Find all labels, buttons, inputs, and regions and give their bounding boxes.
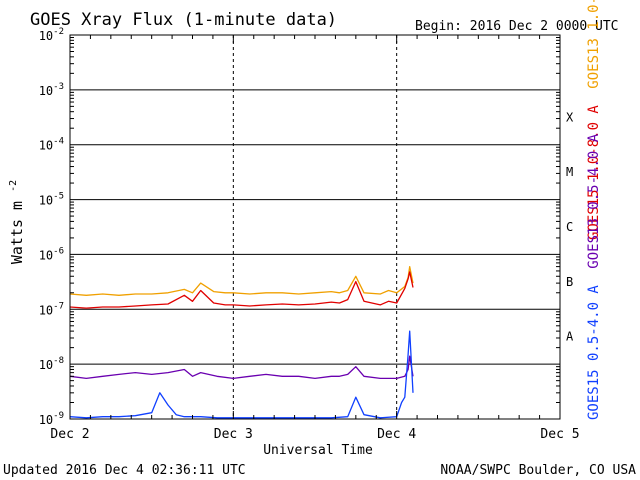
y-tick-exp: -6	[53, 246, 64, 256]
series-goes15-0-5-4-0-a	[69, 330, 414, 419]
y-tick-base: 10	[39, 303, 53, 317]
credit-text: NOAA/SWPC Boulder, CO USA	[440, 463, 636, 478]
y-tick-label: 10-9	[39, 411, 64, 427]
y-tick-exp: -5	[53, 192, 64, 202]
y-tick-base: 10	[39, 358, 53, 372]
y-tick-exp: -7	[53, 301, 64, 311]
y-tick-exp: -3	[53, 82, 64, 92]
y-tick-label: 10-8	[39, 356, 64, 372]
legend-goes15-short: GOES15 0.5-4.0 A	[586, 285, 602, 420]
y-axis-label-exp: -2	[8, 180, 19, 192]
y-tick-base: 10	[39, 139, 53, 153]
y-tick-label: 10-3	[39, 82, 64, 98]
y-tick-exp: -9	[53, 411, 64, 421]
chart-title: GOES Xray Flux (1-minute data)	[30, 10, 337, 30]
series-layer	[69, 265, 414, 419]
y-tick-base: 10	[39, 194, 53, 208]
y-tick-base: 10	[39, 248, 53, 262]
flare-class-c: C	[566, 220, 573, 234]
flare-class-b: B	[566, 275, 573, 289]
x-axis-label: Universal Time	[263, 443, 373, 458]
y-axis-label-text: Watts m	[8, 201, 26, 264]
grid-layer	[70, 34, 560, 420]
y-tick-label: 10-7	[39, 301, 64, 317]
y-tick-base: 10	[39, 413, 53, 427]
flare-class-m: M	[566, 165, 573, 179]
legend-short: GOES15 0.5-4.0 A GOES13 0.5-4.0 A	[586, 133, 602, 420]
y-tick-label: 10-6	[39, 246, 64, 262]
svg-text:GOES15 0.5-4.0 A GOES13: GOES15 0.5-4.0 A GOES13 0.5-4.0 A	[586, 133, 602, 420]
y-tick-label: 10-2	[39, 27, 64, 43]
x-tick-label: Dec 3	[214, 427, 253, 442]
y-tick-label: 10-4	[39, 137, 64, 153]
y-tick-label: 10-5	[39, 192, 64, 208]
svg-text:Watts m -2: Watts m -2	[8, 180, 26, 264]
updated-timestamp: Updated 2016 Dec 4 02:36:11 UTC	[3, 463, 246, 478]
x-tick-label: Dec 5	[540, 427, 579, 442]
y-tick-base: 10	[39, 84, 53, 98]
y-axis-label: Watts m -2	[8, 180, 26, 264]
legend-goes13-short: GOES13 0.5-4.0 A	[586, 133, 602, 268]
y-tick-base: 10	[39, 29, 53, 43]
plot-frame	[69, 34, 561, 420]
y-tick-exp: -8	[53, 356, 64, 366]
series-goes15-1-0-8-0-a	[69, 271, 414, 309]
series-goes13-1-0-8-0-a	[69, 265, 414, 296]
legend-long: GOES15 1.0-8.0 A GOES13 1.0-8.0 A	[586, 0, 602, 240]
begin-time: Begin: 2016 Dec 2 0000 UTC	[415, 19, 619, 34]
legend-goes13-long: GOES13 1.0-8.0 A	[586, 0, 602, 89]
y-tick-exp: -2	[53, 27, 64, 37]
svg-text:GOES15 1.0-8.0 A GOES13: GOES15 1.0-8.0 A GOES13 1.0-8.0 A	[586, 0, 602, 240]
x-tick-label: Dec 4	[377, 427, 416, 442]
y-tick-exp: -4	[53, 137, 64, 147]
x-tick-label: Dec 2	[50, 427, 89, 442]
flare-class-a: A	[566, 330, 574, 344]
series-goes13-0-5-4-0-a	[69, 355, 414, 380]
legend-goes15-long: GOES15 1.0-8.0 A	[586, 105, 602, 240]
flare-class-x: X	[566, 110, 574, 124]
